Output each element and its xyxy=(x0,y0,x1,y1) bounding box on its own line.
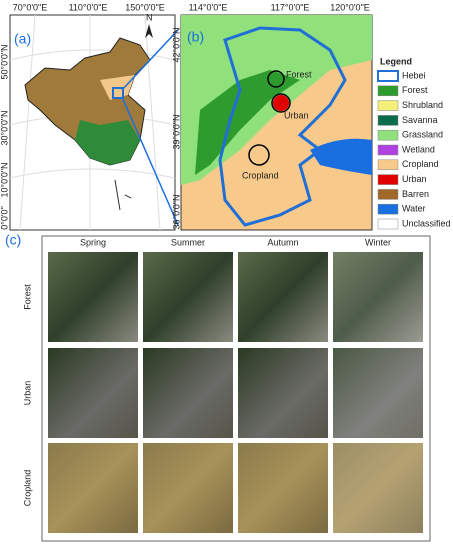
panel-a: (a) N xyxy=(9,12,179,231)
forest xyxy=(195,70,300,175)
lon-label: 110°0'0"E xyxy=(69,2,108,12)
legend: Legend Hebei Forest Shrubland Savanna Grassla… xyxy=(377,56,451,230)
legend-swatch xyxy=(377,100,399,111)
legend-swatch xyxy=(377,85,399,97)
lat-label: 10°0'0"N xyxy=(0,162,9,197)
lat-label: 39°0'0"N xyxy=(171,114,181,149)
legend-swatch xyxy=(377,174,399,185)
satellite-image xyxy=(238,443,328,533)
panel-label: (c) xyxy=(5,232,21,248)
lon-label: 150°0'0"E xyxy=(125,2,165,12)
satellite-image xyxy=(238,252,328,342)
legend-swatch xyxy=(377,129,399,141)
hebei-box xyxy=(112,87,124,99)
urban-area xyxy=(273,95,289,111)
satellite-image xyxy=(333,443,423,533)
row-label: Urban xyxy=(22,381,32,406)
panel-c: (c) Spring Summer Autumn Winter Forest Urban C… xyxy=(5,232,431,542)
legend-swatch xyxy=(377,115,399,126)
satellite-image xyxy=(143,443,233,533)
row-label: Forest xyxy=(22,284,32,310)
satellite-image xyxy=(333,252,423,342)
legend-label: Cropland xyxy=(402,159,439,169)
legend-label: Unclassified xyxy=(402,218,451,228)
lat-label: 50°0'0"N xyxy=(0,44,9,79)
satellite-image xyxy=(238,348,328,438)
panel-c-frame xyxy=(41,235,431,542)
legend-label: Hebei xyxy=(402,70,426,80)
south-forest xyxy=(75,120,140,165)
zoom-lines xyxy=(121,29,179,226)
islands xyxy=(114,179,132,211)
panel-label: (b) xyxy=(187,29,204,45)
panel-label: (a) xyxy=(14,31,31,47)
satellite-image xyxy=(48,443,138,533)
legend-label: Shrubland xyxy=(402,100,443,110)
panel-b: (b) Forest Urban Cropland xyxy=(180,14,373,231)
legend-label: Wetland xyxy=(402,144,435,154)
season-label: Autumn xyxy=(267,237,298,247)
north-label: N xyxy=(146,12,153,22)
lon-label: 114°0'0"E xyxy=(189,2,228,12)
satellite-image xyxy=(143,252,233,342)
lat-label: 30°0'0"N xyxy=(0,110,9,145)
satellite-image xyxy=(143,348,233,438)
hebei-outline xyxy=(218,26,347,227)
lon-label: 120°0'0"E xyxy=(330,2,370,12)
season-label: Winter xyxy=(365,237,391,247)
site-circle xyxy=(248,144,270,166)
lon-label: 117°0'0"E xyxy=(271,2,310,12)
coordinate-labels: 70°0'0"E 110°0'0"E 150°0'0"E 50°0'0"N 30°0'0… xyxy=(0,2,370,229)
legend-label: Grassland xyxy=(402,130,443,140)
legend-swatch xyxy=(377,203,399,215)
legend-label: Barren xyxy=(402,189,429,199)
site-label: Urban xyxy=(284,110,309,120)
site-label: Forest xyxy=(286,69,312,79)
lat-label: 0°0'0" xyxy=(0,206,9,230)
lon-label: 70°0'0"E xyxy=(13,2,48,12)
legend-label: Savanna xyxy=(402,115,438,125)
legend-swatch xyxy=(377,159,399,171)
legend-swatch xyxy=(377,144,399,156)
sea xyxy=(310,138,372,175)
site-label: Cropland xyxy=(242,170,279,180)
site-circle xyxy=(271,93,291,113)
legend-label: Forest xyxy=(402,85,428,95)
legend-label: Urban xyxy=(402,174,427,184)
lat-label: 36°0'0"N xyxy=(171,194,181,229)
north-arrow xyxy=(145,24,153,38)
satellite-image xyxy=(48,252,138,342)
legend-swatch xyxy=(377,70,399,82)
legend-swatch xyxy=(377,218,399,230)
legend-swatch xyxy=(377,189,399,200)
row-label: Cropland xyxy=(22,470,32,507)
site-circle xyxy=(267,70,285,88)
satellite-image xyxy=(48,348,138,438)
season-label: Spring xyxy=(80,237,106,247)
legend-title: Legend xyxy=(380,56,412,66)
satellite-image xyxy=(333,348,423,438)
legend-label: Water xyxy=(402,204,426,214)
season-label: Summer xyxy=(171,237,205,247)
lat-label: 42°0'0"N xyxy=(171,27,181,62)
